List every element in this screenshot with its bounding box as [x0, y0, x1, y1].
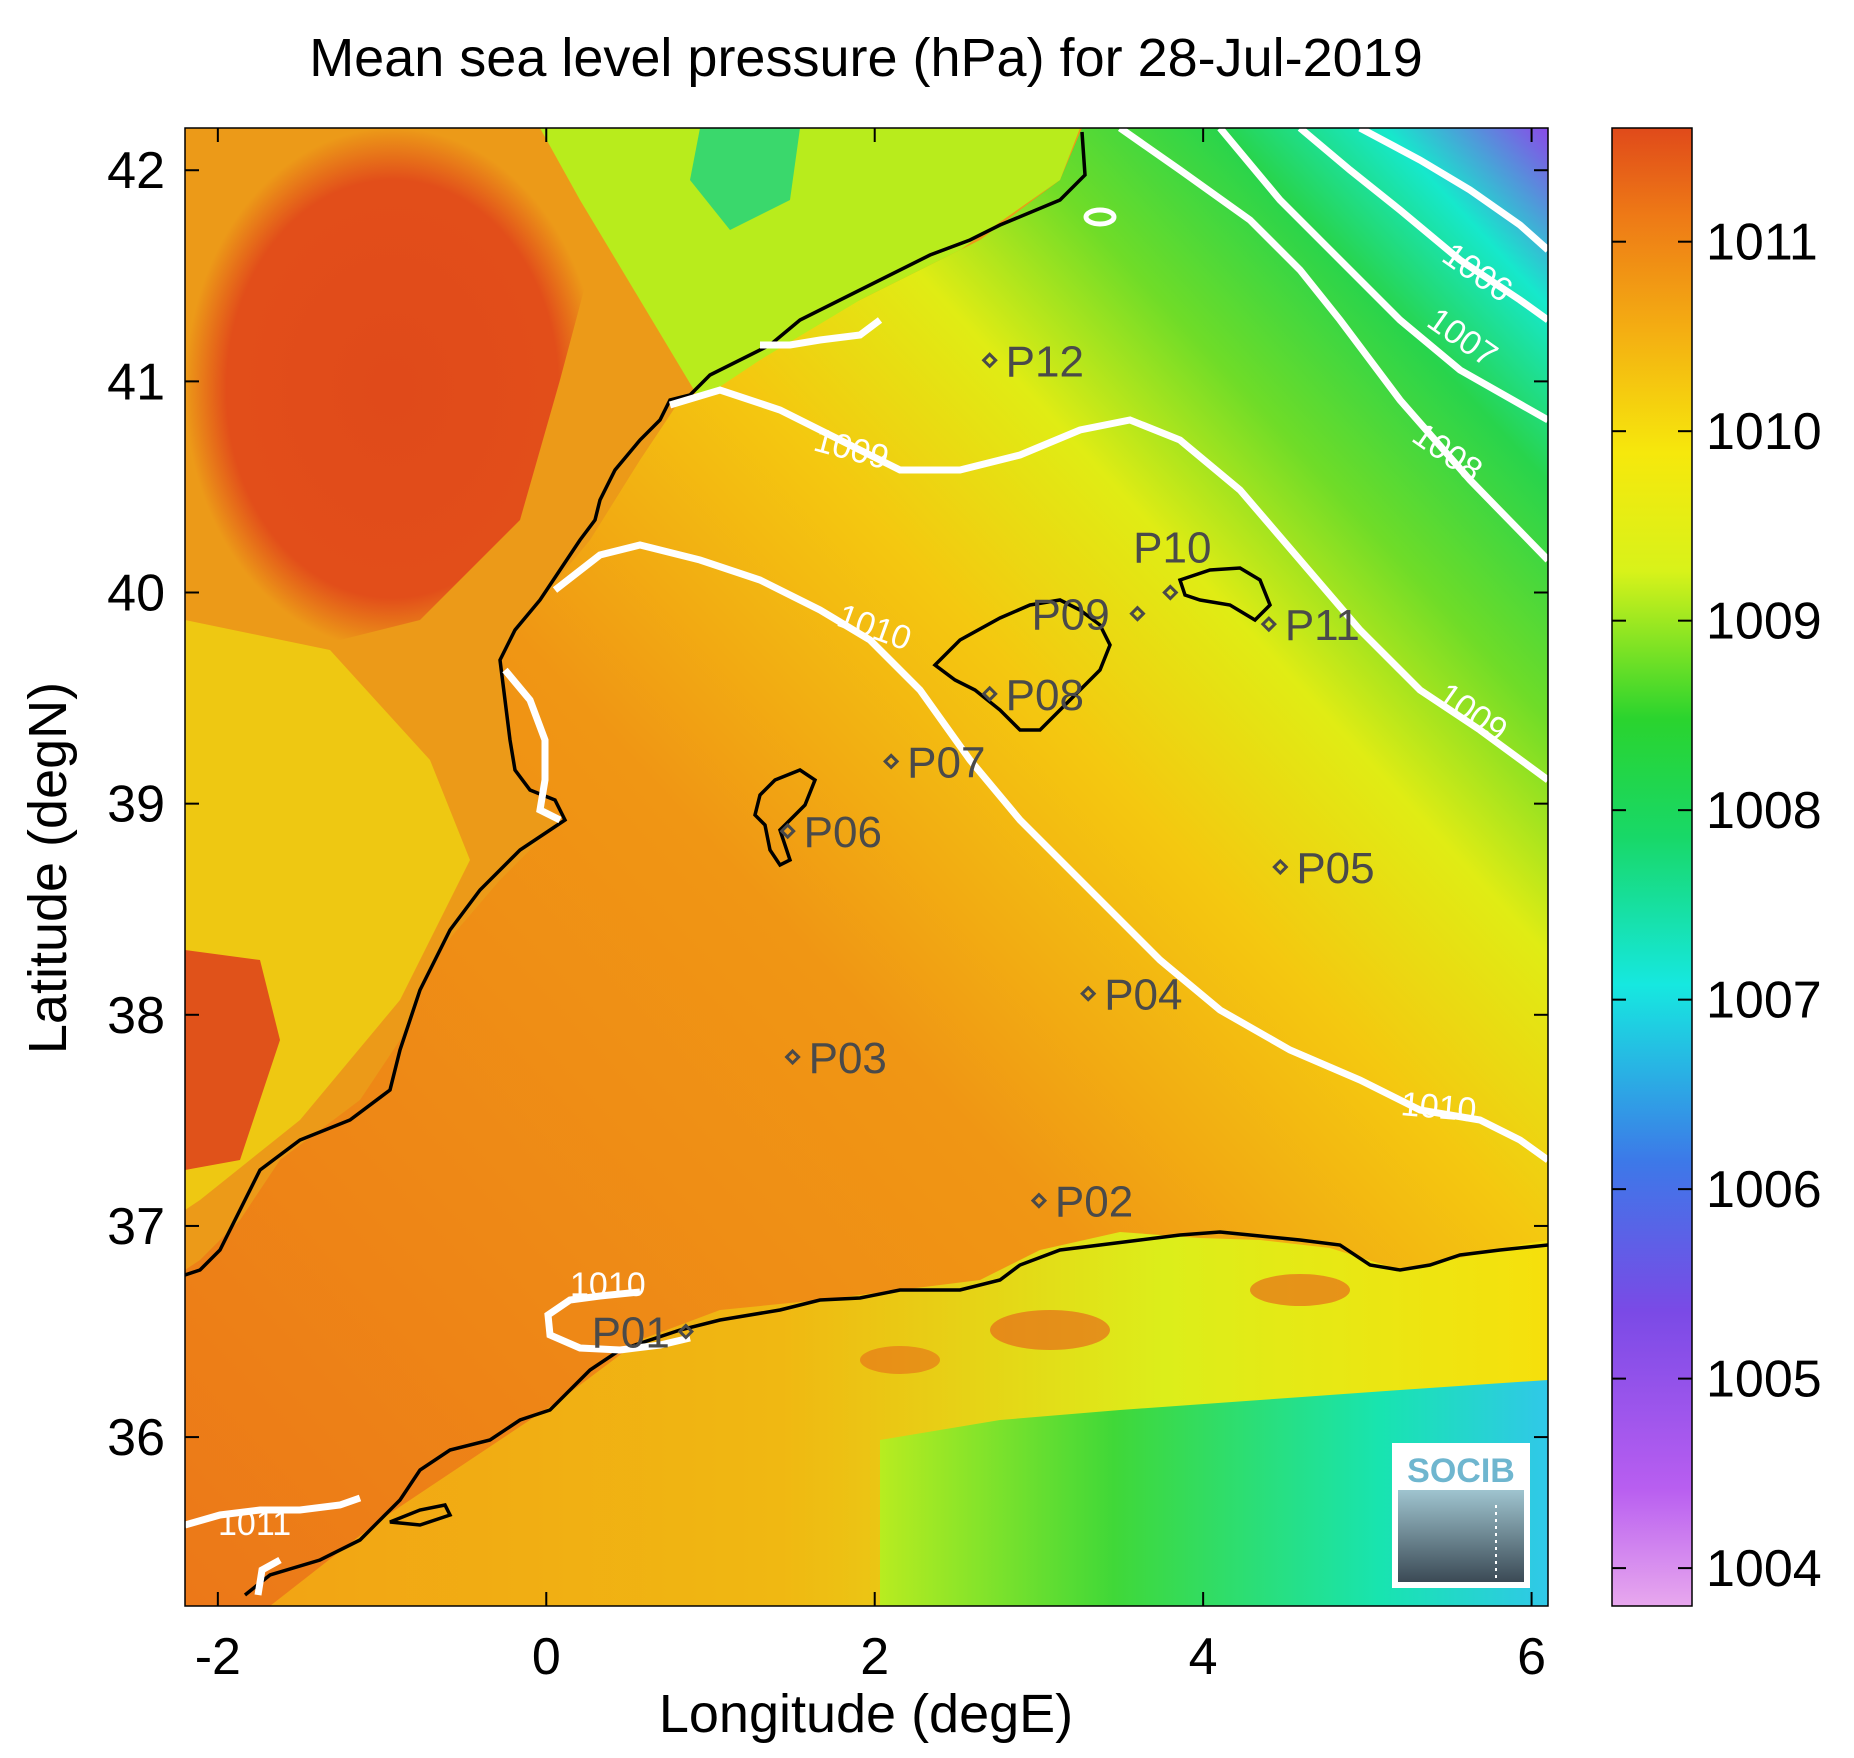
cbar-tick-label: 1010 — [1706, 403, 1822, 461]
station-points: P01 P02 P03 P04 P05 P06 P07 P08 P09 P10 P11 P12 — [592, 337, 1375, 1357]
contour-label: 1010 — [570, 1266, 646, 1304]
station-marker — [883, 753, 900, 770]
station-label: P12 — [1006, 337, 1084, 386]
station-marker — [1272, 858, 1289, 876]
mallorca-coast — [932, 598, 1112, 732]
cbar-tick-label: 1006 — [1706, 1161, 1822, 1219]
station-label: P04 — [1104, 971, 1182, 1020]
y-tick-label: 37 — [107, 1198, 165, 1256]
y-tick-label: 39 — [107, 776, 165, 834]
station-marker — [981, 352, 998, 369]
station-label: P07 — [907, 738, 985, 787]
y-tick-label: 40 — [107, 565, 165, 623]
x-axis-label: Longitude (degE) — [659, 1684, 1073, 1744]
y-tick-label: 42 — [107, 142, 165, 200]
y-tick-label: 38 — [107, 987, 165, 1045]
y-tick-label: 41 — [107, 353, 165, 411]
station-label: P03 — [809, 1034, 887, 1083]
station-marker — [1162, 584, 1179, 601]
contour-label: 1011 — [218, 1505, 291, 1543]
station-label: P01 — [592, 1309, 670, 1358]
x-tick-label: -2 — [195, 1628, 241, 1686]
x-tick-label: 2 — [860, 1628, 889, 1686]
station-marker — [784, 1048, 801, 1066]
station-label: P08 — [1006, 671, 1084, 720]
contour-label: 1010 — [1399, 1085, 1478, 1129]
station-label: P05 — [1296, 844, 1374, 893]
cbar-tick-label: 1008 — [1706, 782, 1822, 840]
y-tick-label: 36 — [107, 1409, 165, 1467]
station-label: P10 — [1133, 524, 1211, 573]
x-axis: -2 0 2 4 6 — [195, 128, 1546, 1686]
menorca-coast — [1177, 566, 1273, 623]
ibiza-coast — [753, 768, 818, 868]
station-marker — [677, 1323, 694, 1340]
pressure-field — [185, 128, 1548, 1606]
cbar-tick-label: 1007 — [1706, 972, 1822, 1030]
x-tick-label: 4 — [1189, 1628, 1218, 1686]
station-label: P09 — [1031, 591, 1109, 640]
isobars — [185, 128, 1548, 1596]
logo-text: SOCIB — [1407, 1452, 1515, 1490]
station-marker — [1129, 605, 1146, 622]
y-axis: 36 37 38 39 40 41 42 — [107, 142, 1548, 1467]
colorbar-ticks: 1004 1005 1006 1007 1008 1009 1010 1011 — [1612, 214, 1822, 1598]
station-marker — [1080, 985, 1097, 1002]
socib-logo: SOCIB — [1392, 1443, 1530, 1588]
cbar-tick-label: 1004 — [1706, 1540, 1822, 1598]
colorbar — [1611, 127, 1693, 1607]
station-label: P06 — [804, 808, 882, 857]
x-tick-label: 0 — [532, 1628, 561, 1686]
figure-title: Mean sea level pressure (hPa) for 28-Jul… — [309, 28, 1423, 88]
cbar-tick-label: 1005 — [1706, 1351, 1822, 1409]
map-frame — [184, 127, 1549, 1607]
cbar-tick-label: 1011 — [1706, 214, 1818, 272]
station-marker — [981, 685, 998, 702]
station-marker — [1260, 616, 1277, 633]
station-label: P02 — [1055, 1178, 1133, 1227]
y-axis-label: Latitude (degN) — [18, 682, 78, 1054]
coastlines — [185, 131, 1548, 1597]
x-tick-label: 6 — [1517, 1628, 1546, 1686]
station-marker — [779, 822, 796, 840]
cbar-tick-label: 1009 — [1706, 593, 1822, 651]
station-label: P11 — [1285, 601, 1360, 650]
station-marker — [1030, 1192, 1048, 1209]
